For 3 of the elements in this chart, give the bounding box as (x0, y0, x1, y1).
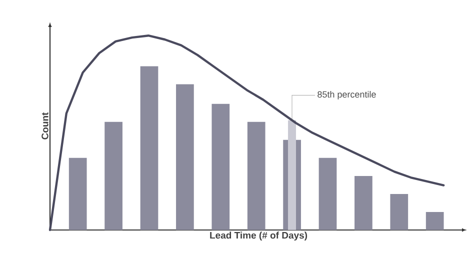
annotation: 85th percentile (318, 91, 376, 100)
y-axis-title: Count (42, 112, 48, 140)
x-axis-title: Lead Time (# of Days) (210, 232, 308, 241)
